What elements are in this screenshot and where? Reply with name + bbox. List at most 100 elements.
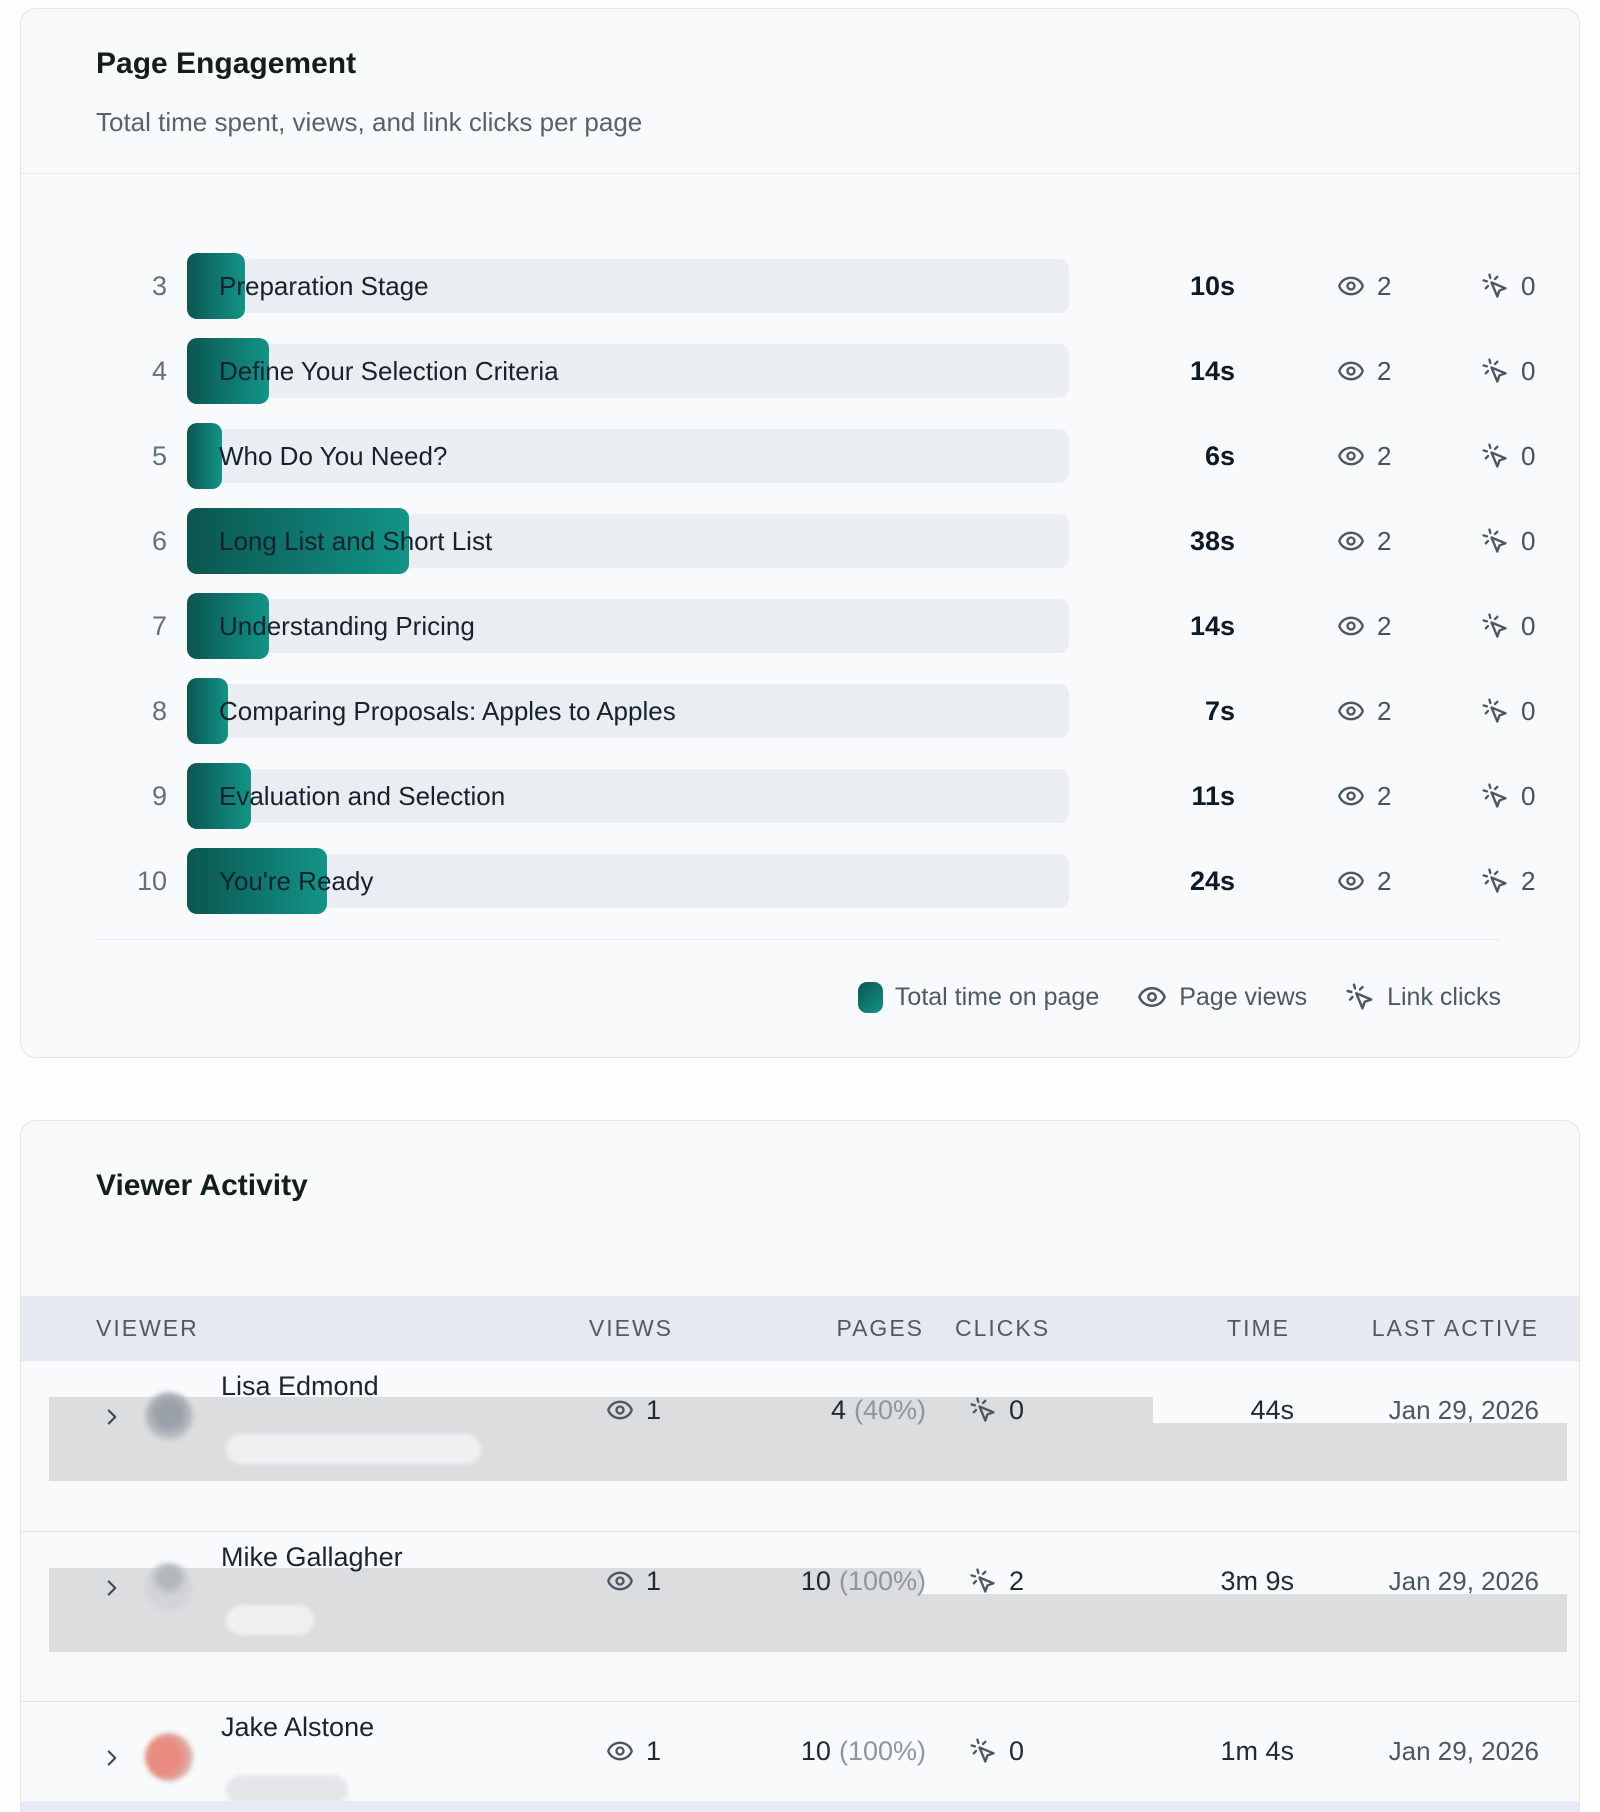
pages-cell: 4 (40%) [766, 1395, 926, 1425]
pages-count: 10 [800, 1565, 831, 1596]
legend-label: Total time on page [894, 982, 1100, 1011]
clicks-count: 0 [1521, 610, 1536, 641]
redacted-subtitle [226, 1605, 314, 1635]
time-bar [187, 593, 269, 659]
table-row[interactable]: Lisa Edmond 1 4 (40%) 0 44s Jan 29, 2026 [21, 1361, 1579, 1531]
views-cell: 1 [606, 1395, 661, 1425]
table-row[interactable]: Mike Gallagher 1 10 (100%) 2 3m 9s Jan 2… [21, 1531, 1579, 1701]
clicks-count: 0 [1521, 525, 1536, 556]
page-number: 10 [136, 866, 167, 896]
clicks-cell: 2 [969, 1566, 1024, 1596]
clicks-group: 0 [1481, 754, 1535, 838]
views-group: 2 [1337, 669, 1391, 753]
views-group: 2 [1337, 754, 1391, 838]
divider [21, 173, 1579, 174]
page-number: 9 [151, 781, 167, 811]
clicks-count: 0 [1009, 1735, 1025, 1766]
column-header-last-active: LAST ACTIVE [1371, 1315, 1539, 1341]
mouse-pointer-click-icon [1481, 867, 1509, 895]
eye-icon [606, 1567, 634, 1595]
viewer-activity-card: Viewer Activity VIEWER VIEWS PAGES CLICK… [20, 1120, 1580, 1812]
next-section-band [21, 1801, 1579, 1812]
column-header-time: TIME [1227, 1315, 1290, 1341]
eye-icon [1337, 867, 1365, 895]
views-count: 2 [1377, 355, 1392, 386]
clicks-group: 0 [1481, 584, 1535, 668]
chart-row: 3 Preparation Stage 10s 2 0 [21, 244, 1600, 328]
mouse-pointer-click-icon [969, 1396, 997, 1424]
avatar [145, 1392, 193, 1440]
mouse-pointer-click-icon [1481, 697, 1509, 725]
last-active-cell: Jan 29, 2026 [1388, 1394, 1539, 1425]
avatar [145, 1733, 193, 1781]
chevron-right-icon[interactable] [99, 1575, 125, 1606]
time-value: 14s [1189, 611, 1235, 641]
time-swatch-icon [857, 981, 883, 1013]
views-count: 2 [1377, 440, 1392, 471]
views-cell: 1 [606, 1566, 661, 1596]
clicks-count: 0 [1009, 1394, 1025, 1425]
page-label: Who Do You Need? [219, 441, 448, 471]
time-value: 6s [1204, 441, 1235, 471]
page-number: 6 [151, 526, 167, 556]
redaction-blur [49, 1397, 1153, 1427]
clicks-count: 0 [1521, 695, 1536, 726]
time-bar [187, 423, 222, 489]
page-engagement-card: Page Engagement Total time spent, views,… [20, 8, 1580, 1058]
chart-row: 5 Who Do You Need? 6s 2 0 [21, 414, 1600, 498]
page-label: Long List and Short List [219, 526, 493, 556]
page-number: 5 [151, 441, 167, 471]
views-cell: 1 [606, 1736, 661, 1766]
page-label: Preparation Stage [219, 271, 429, 301]
pages-percent: (40%) [853, 1394, 926, 1425]
clicks-count: 2 [1521, 865, 1536, 896]
clicks-group: 0 [1481, 414, 1535, 498]
views-count: 2 [1377, 270, 1392, 301]
redacted-subtitle [226, 1775, 348, 1805]
chart-legend: Total time on page Page views Link click… [857, 967, 1501, 1027]
chevron-right-icon[interactable] [99, 1404, 125, 1435]
page-label: Define Your Selection Criteria [219, 356, 559, 386]
time-value: 38s [1189, 526, 1235, 556]
eye-icon [606, 1737, 634, 1765]
views-count: 1 [646, 1735, 662, 1766]
views-count: 2 [1377, 525, 1392, 556]
time-cell: 3m 9s [1220, 1565, 1294, 1596]
mouse-pointer-click-icon [1481, 357, 1509, 385]
clicks-count: 0 [1521, 270, 1536, 301]
chart-row: 9 Evaluation and Selection 11s 2 0 [21, 754, 1600, 838]
mouse-pointer-click-icon [1481, 272, 1509, 300]
page-number: 3 [151, 271, 167, 301]
pages-percent: (100%) [838, 1565, 926, 1596]
chart-row: 7 Understanding Pricing 14s 2 0 [21, 584, 1600, 668]
column-header-views: VIEWS [588, 1315, 673, 1341]
viewer-name: Jake Alstone [221, 1712, 375, 1742]
clicks-group: 0 [1481, 499, 1535, 583]
table-row[interactable]: Jake Alstone 1 10 (100%) 0 1m 4s Jan 29,… [21, 1701, 1579, 1812]
legend-page-views: Page views [1137, 982, 1307, 1012]
mouse-pointer-click-icon [969, 1567, 997, 1595]
chart-row: 4 Define Your Selection Criteria 14s 2 0 [21, 329, 1600, 413]
views-group: 2 [1337, 584, 1391, 668]
bar-track [187, 344, 1069, 398]
clicks-cell: 0 [969, 1395, 1024, 1425]
views-count: 2 [1377, 780, 1392, 811]
chevron-right-icon[interactable] [99, 1745, 125, 1776]
page-number: 7 [151, 611, 167, 641]
page-number: 4 [151, 356, 167, 386]
mouse-pointer-click-icon [1481, 612, 1509, 640]
eye-icon [1337, 527, 1365, 555]
clicks-cell: 0 [969, 1736, 1024, 1766]
page-label: Understanding Pricing [219, 611, 475, 641]
eye-icon [1337, 782, 1365, 810]
pages-percent: (100%) [838, 1735, 926, 1766]
mouse-pointer-click-icon [1481, 527, 1509, 555]
eye-icon [1337, 612, 1365, 640]
time-bar [187, 253, 245, 319]
page-number: 8 [151, 696, 167, 726]
clicks-count: 0 [1521, 440, 1536, 471]
page-label: Comparing Proposals: Apples to Apples [219, 696, 676, 726]
eye-icon [1337, 272, 1365, 300]
column-header-pages: PAGES [836, 1315, 924, 1341]
views-count: 1 [646, 1394, 662, 1425]
